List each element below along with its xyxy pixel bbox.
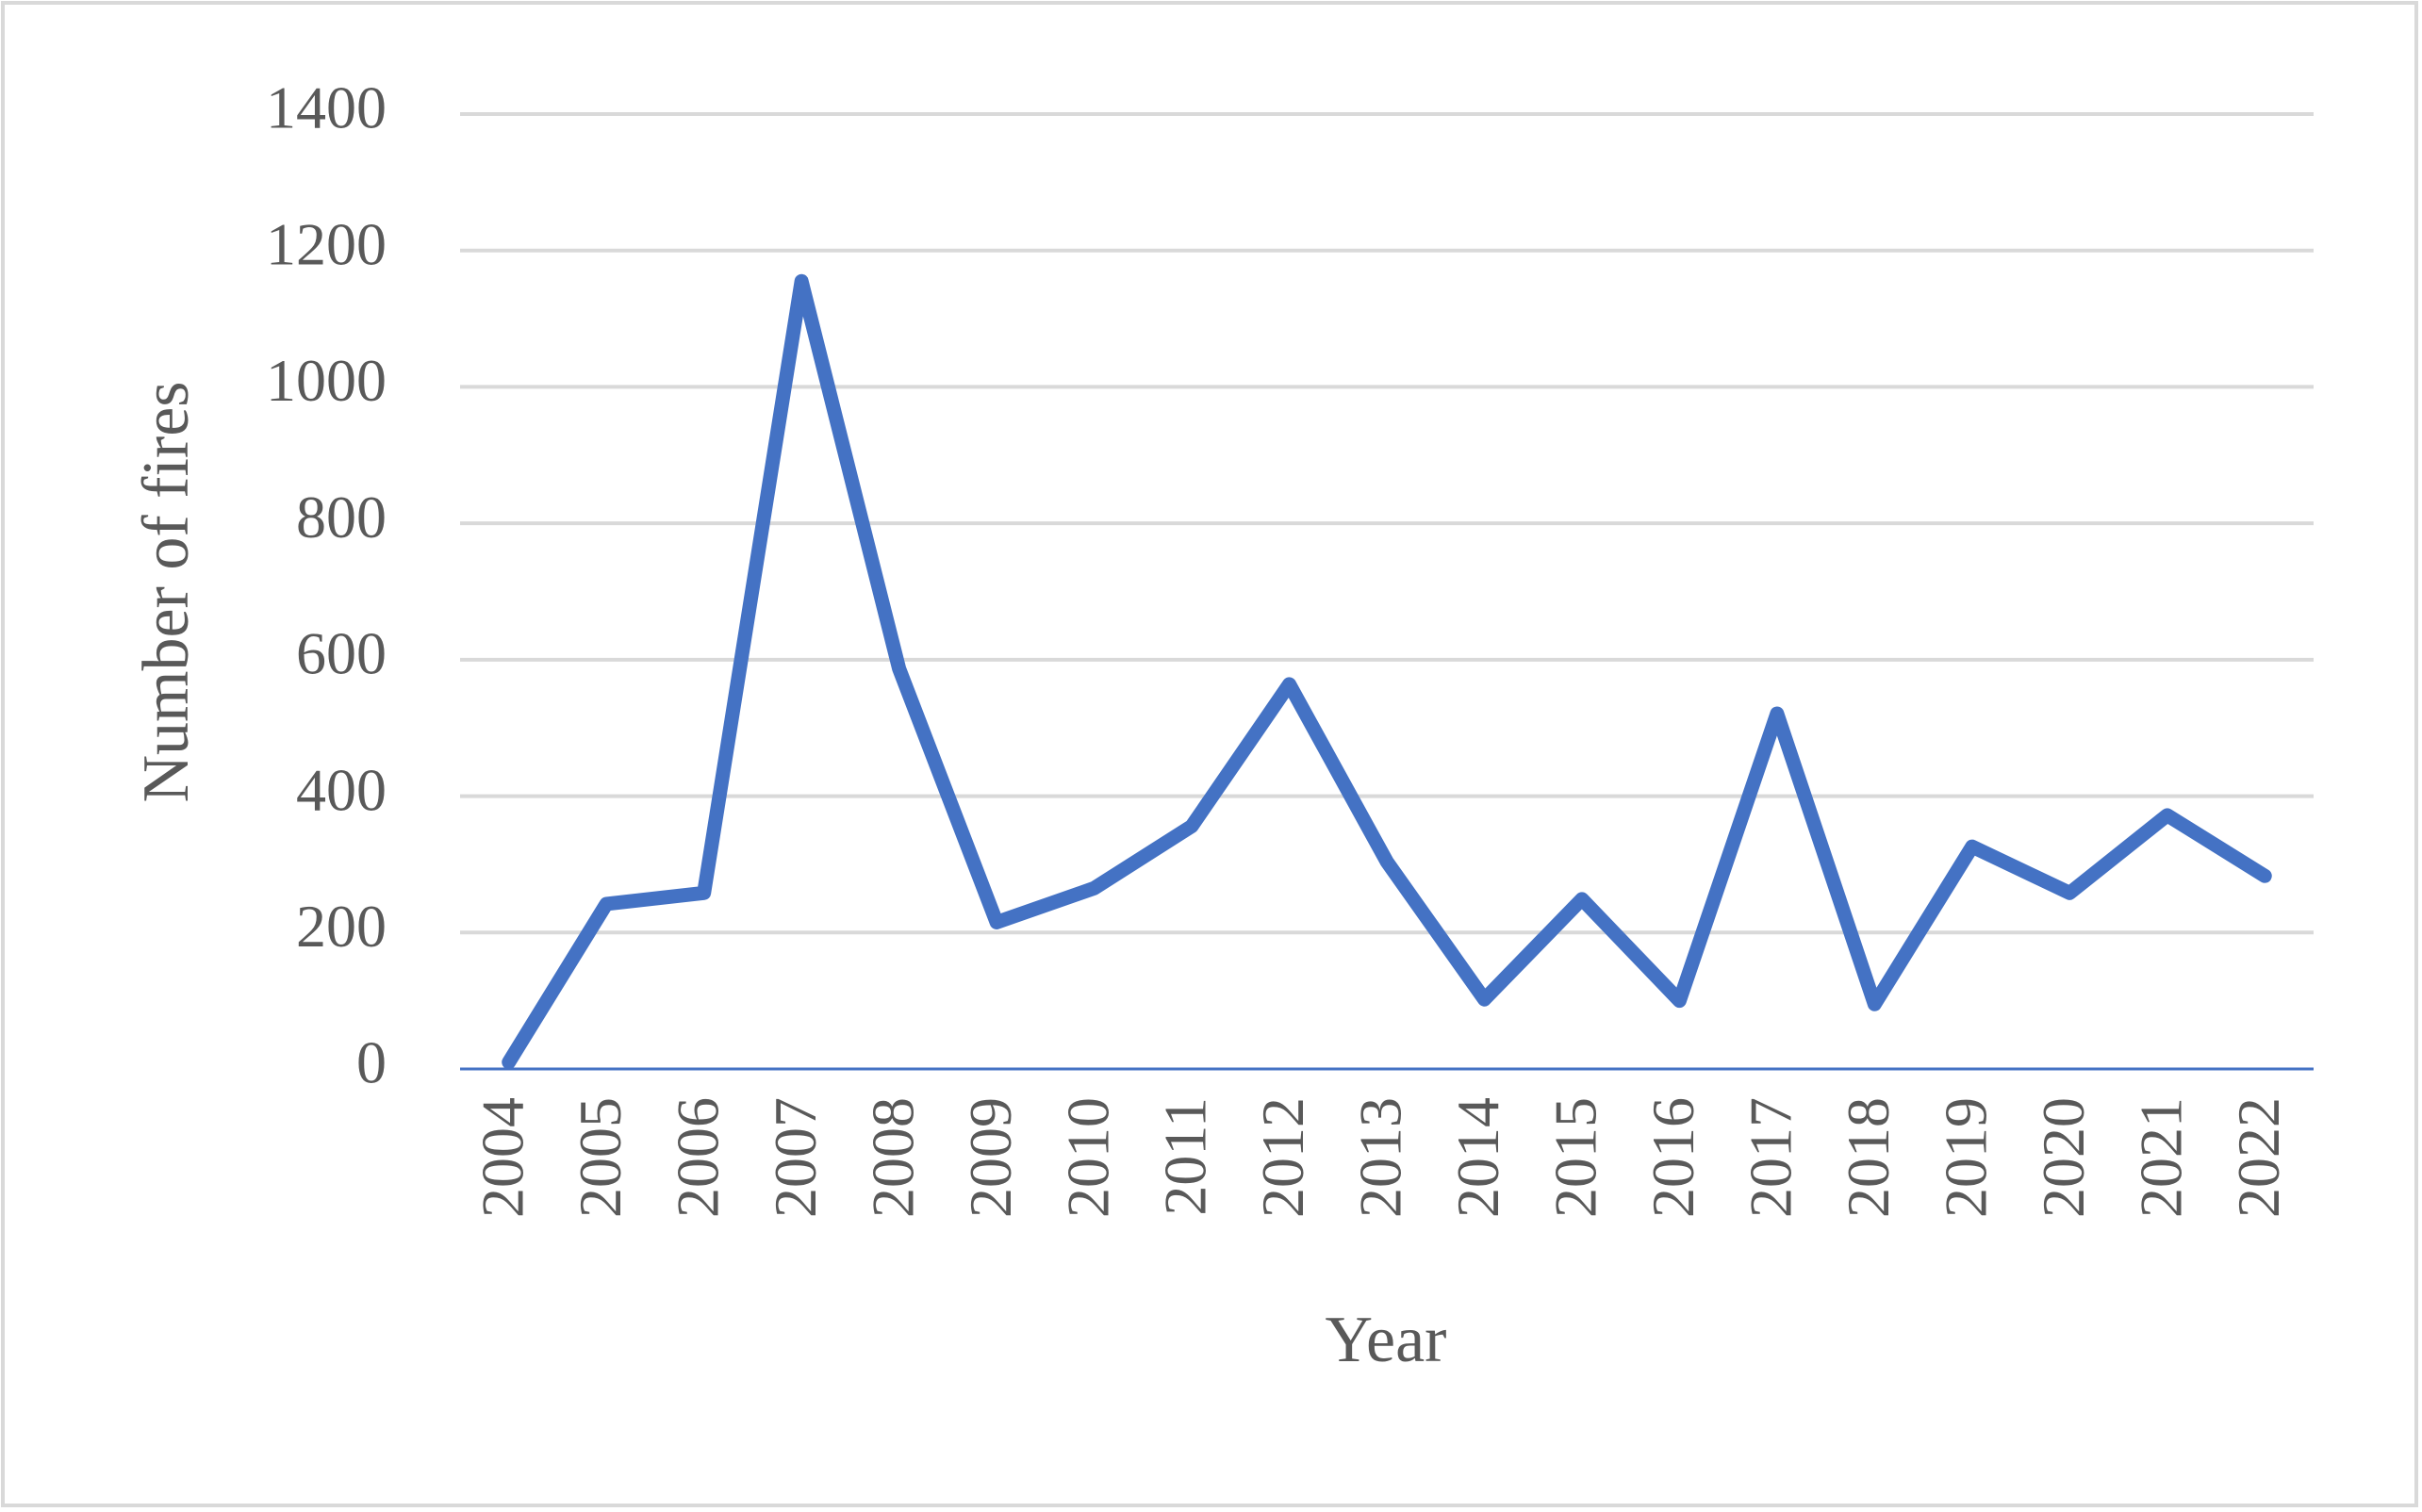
- x-tick-label: 2008: [859, 1097, 926, 1218]
- x-axis-title: Year: [1326, 1304, 1447, 1376]
- x-tick-label: 2016: [1639, 1097, 1706, 1218]
- y-tick-label: 600: [296, 620, 387, 687]
- x-tick-label: 2006: [664, 1097, 731, 1218]
- x-tick-label: 2004: [469, 1097, 535, 1218]
- y-tick-label: 400: [296, 756, 387, 823]
- y-axis-title: Number of fires: [130, 381, 203, 802]
- data-line: [502, 273, 2272, 1070]
- y-tick-label: 200: [296, 893, 387, 960]
- x-tick-label: 2022: [2225, 1097, 2292, 1218]
- x-tick-label: 2019: [1933, 1097, 2000, 1218]
- y-tick-label: 0: [356, 1029, 387, 1096]
- x-tick-label: 2020: [2030, 1097, 2097, 1218]
- x-tick-label: 2005: [567, 1097, 634, 1218]
- x-tick-label: 2007: [762, 1097, 829, 1218]
- y-tick-label: 1200: [266, 210, 387, 277]
- x-tick-label: 2017: [1738, 1097, 1804, 1218]
- x-tick-label: 2010: [1054, 1097, 1121, 1218]
- x-tick-label: 2013: [1347, 1097, 1414, 1218]
- x-tick-label: 2011: [1152, 1097, 1219, 1216]
- y-tick-label: 800: [296, 484, 387, 551]
- y-tick-label: 1000: [266, 347, 387, 414]
- y-tick-label: 1400: [266, 74, 387, 141]
- x-tick-label: 2018: [1835, 1097, 1902, 1218]
- x-tick-label: 2012: [1249, 1097, 1316, 1218]
- x-tick-label: 2021: [2127, 1097, 2194, 1218]
- x-tick-label: 2014: [1444, 1097, 1511, 1218]
- x-tick-label: 2009: [957, 1097, 1024, 1218]
- x-tick-label: 2015: [1542, 1097, 1609, 1218]
